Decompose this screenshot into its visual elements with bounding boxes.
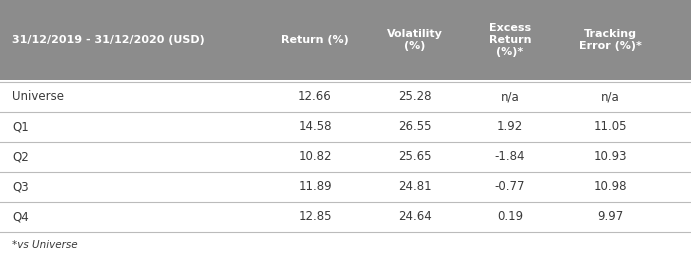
Text: -0.77: -0.77 <box>495 180 525 193</box>
Text: Volatility
(%): Volatility (%) <box>387 29 443 51</box>
Text: Q3: Q3 <box>12 180 28 193</box>
Text: Q2: Q2 <box>12 151 29 164</box>
Text: 12.66: 12.66 <box>298 90 332 103</box>
Text: Return (%): Return (%) <box>281 35 349 45</box>
Text: 25.65: 25.65 <box>398 151 432 164</box>
Text: Tracking
Error (%)*: Tracking Error (%)* <box>578 29 641 51</box>
Text: 11.05: 11.05 <box>594 120 627 133</box>
Text: Q1: Q1 <box>12 120 29 133</box>
Text: Q4: Q4 <box>12 211 29 224</box>
Text: -1.84: -1.84 <box>495 151 525 164</box>
Text: Excess
Return
(%)*: Excess Return (%)* <box>489 23 531 57</box>
Text: 25.28: 25.28 <box>398 90 432 103</box>
Text: 24.81: 24.81 <box>398 180 432 193</box>
Text: 10.93: 10.93 <box>594 151 627 164</box>
Text: n/a: n/a <box>500 90 520 103</box>
Text: 9.97: 9.97 <box>597 211 623 224</box>
Text: *vs Universe: *vs Universe <box>12 240 77 250</box>
Text: 14.58: 14.58 <box>299 120 332 133</box>
Text: 0.19: 0.19 <box>497 211 523 224</box>
Text: 31/12/2019 - 31/12/2020 (USD): 31/12/2019 - 31/12/2020 (USD) <box>12 35 205 45</box>
Text: Universe: Universe <box>12 90 64 103</box>
Text: 12.85: 12.85 <box>299 211 332 224</box>
Text: 26.55: 26.55 <box>398 120 432 133</box>
Text: 10.98: 10.98 <box>594 180 627 193</box>
Text: 1.92: 1.92 <box>497 120 523 133</box>
Text: 11.89: 11.89 <box>299 180 332 193</box>
Text: 24.64: 24.64 <box>398 211 432 224</box>
Bar <box>0 0 691 80</box>
Text: n/a: n/a <box>600 90 619 103</box>
Text: 10.82: 10.82 <box>299 151 332 164</box>
